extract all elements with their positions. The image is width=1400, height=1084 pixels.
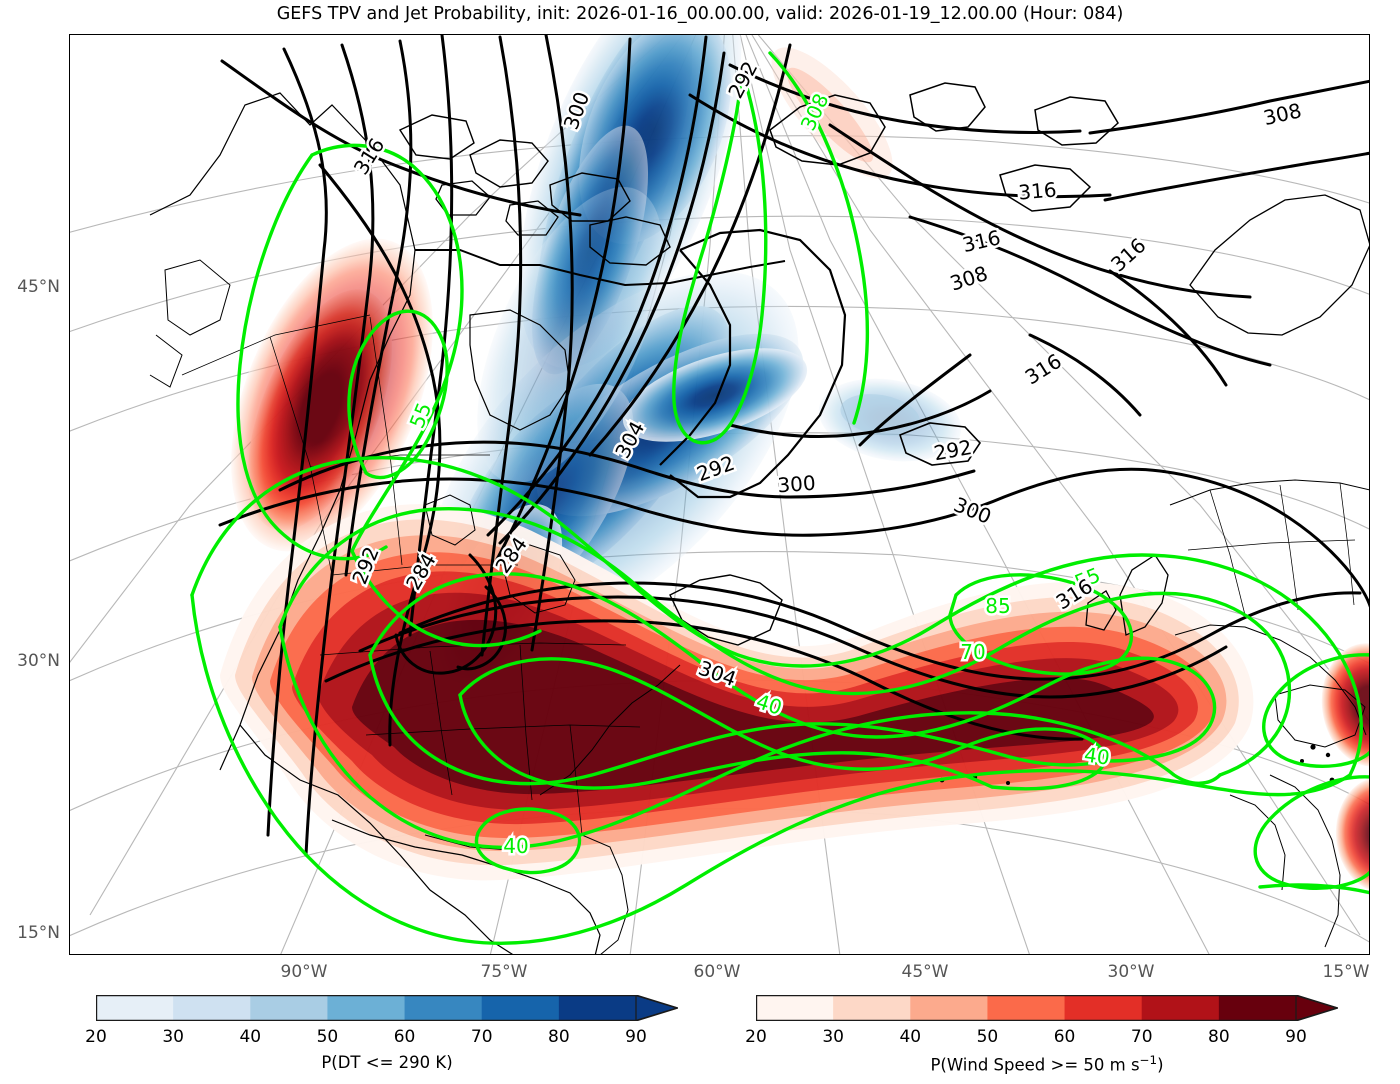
longitude-tick-30W: 30°W [1107, 962, 1155, 982]
colorbar-tick-80: 80 [1208, 1027, 1230, 1047]
colorbar-swatch [250, 995, 328, 1021]
colorbar-swatch [1141, 995, 1220, 1021]
jet-colorbar-title: P(Wind Speed >= 50 m s−1) [930, 1053, 1164, 1075]
contour-label: 85 [985, 594, 1010, 618]
contour-label: 70 [960, 640, 985, 664]
colorbar-tick-50: 50 [976, 1027, 999, 1047]
longitude-tick-75W: 75°W [480, 962, 528, 982]
contour-label: 40 [503, 834, 528, 858]
coastlines [149, 82, 1369, 954]
longitude-tick-15W: 15°W [1322, 962, 1370, 982]
colorbar-tick-40: 40 [899, 1027, 922, 1047]
colorbar-swatch [404, 995, 483, 1021]
jet-probability-contours [190, 51, 1369, 945]
colorbar-swatch [327, 995, 406, 1021]
contour-label: 300 [777, 471, 817, 498]
colorbar-swatch [481, 995, 560, 1021]
latitude-tick-45N: 45°N [17, 277, 60, 297]
colorbar-tick-30: 30 [822, 1027, 844, 1047]
colorbar-swatch [833, 995, 911, 1021]
colorbar-swatch [1064, 995, 1143, 1021]
colorbar-tick-50: 50 [316, 1027, 339, 1047]
tpv-colorbar-swatches [96, 995, 678, 1021]
longitude-tick-90W: 90°W [280, 962, 328, 982]
page-title: GEFS TPV and Jet Probability, init: 2026… [276, 4, 1124, 24]
colorbar-tick-30: 30 [162, 1027, 184, 1047]
tpv-colorbar-title: P(DT <= 290 K) [321, 1053, 453, 1072]
colorbar-swatch [173, 995, 251, 1021]
jet-colorbar-swatches [756, 995, 1338, 1021]
colorbar-tick-70: 70 [470, 1027, 493, 1047]
longitude-tick-60W: 60°W [693, 962, 741, 982]
map-plot-area[interactable]: 316 300 292 308 308 316 316 308 316 316 55 292 284 28… [69, 34, 1370, 955]
colorbar-swatch [96, 995, 174, 1021]
colorbar-tick-80: 80 [548, 1027, 570, 1047]
latitude-tick-15N: 15°N [17, 923, 60, 943]
tpv-probability-colorbar[interactable]: 20 30 40 50 60 70 80 90 P(DT <= 290 K) [85, 995, 678, 1072]
colorbar-tick-20: 20 [85, 1027, 107, 1047]
colorbar-tick-40: 40 [239, 1027, 262, 1047]
colorbar-tick-60: 60 [393, 1027, 416, 1047]
colorbar-swatch [987, 995, 1066, 1021]
jet-probability-colorbar[interactable]: 20 30 40 50 60 70 80 90 P(Wind Speed >= 50 m s−… [745, 995, 1338, 1075]
colorbar-tick-90: 90 [1285, 1027, 1307, 1047]
colorbar-tick-20: 20 [745, 1027, 767, 1047]
latitude-tick-30N: 30°N [17, 651, 60, 671]
colorbar-tick-70: 70 [1130, 1027, 1153, 1047]
theta-contours [218, 35, 1369, 857]
colorbar-swatch [558, 995, 637, 1021]
colorbar-swatch [1218, 995, 1297, 1021]
colorbar-swatch [910, 995, 988, 1021]
contour-label: 40 [1083, 742, 1112, 769]
colorbar-swatch [756, 995, 834, 1021]
colorbar-tick-90: 90 [625, 1027, 647, 1047]
contour-label: 316 [1017, 177, 1057, 204]
longitude-tick-45W: 45°W [901, 962, 949, 982]
colorbar-tick-60: 60 [1053, 1027, 1076, 1047]
